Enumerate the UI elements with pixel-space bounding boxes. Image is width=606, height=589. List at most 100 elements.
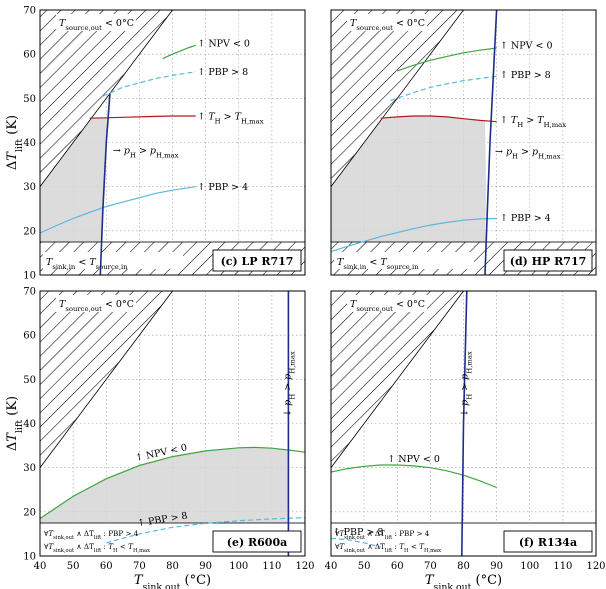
series-line-2 [390,75,497,102]
series-line-1 [162,44,196,60]
panel-label: (e) R600a [227,536,287,549]
series-line-4 [330,217,497,253]
x-tick-label: 90 [199,561,212,572]
label-backdrop [43,252,183,269]
infeasible-label-top: Tsource,out < 0°C [350,299,425,313]
x-tick-label: 50 [358,561,371,572]
annotation-npv: ↑ NPV < 0 [387,454,440,465]
legend-label-2: ∀Tsink,out ∧ ΔTlift : TH < TH,max [44,542,150,554]
panel-label: (f) R134a [519,536,577,549]
series-line-1 [330,464,497,489]
annotation-npv: ↑ NPV < 0 [500,40,553,51]
label-backdrop [334,252,474,269]
annotation-pbp8: ↑ PBP > 8 [197,67,248,78]
label-backdrop [56,295,136,312]
y-tick-label: 30 [23,463,36,474]
annotation-th: ↑ TH > TH,max [500,115,566,129]
y-tick-label: 30 [23,182,36,193]
x-tick-label: 50 [67,561,80,572]
x-tick-label: 120 [586,561,605,572]
y-tick-label: 70 [23,6,36,17]
x-tick-label: 60 [391,561,404,572]
series-line-3 [461,290,468,557]
panel-4: (f) R134a 40 50 60 70 80 90 100 110 120 [325,290,606,572]
x-axis-label-left: Tsink,out (°C) [134,573,211,589]
series-line-2 [106,517,306,544]
annotation-pbp4: ↑ PBP > 4 [500,213,551,224]
infeasible-label-top: Tsource,out < 0°C [59,18,134,32]
y-tick-label: 20 [23,226,36,237]
label-backdrop [56,14,136,31]
x-tick-label: 120 [295,561,314,572]
panel-label-box [212,249,302,272]
series-line-3 [380,115,497,123]
series-line-1 [39,446,306,519]
x-tick-label: 90 [490,561,503,572]
x-tick-label: 70 [133,561,146,572]
annotation-ph: ↓ pH > pH,max [459,351,473,417]
x-axis-label-right: Tsink,out (°C) [425,573,502,589]
annotation-th: ↑ TH > TH,max [197,112,263,126]
x-tick-label: 100 [520,561,539,572]
panel-label-box [212,530,302,553]
y-tick-label: 10 [23,552,36,563]
series-line-4 [39,186,196,234]
x-tick-label: 80 [166,561,179,572]
series-line-1 [397,47,497,72]
x-tick-label: 80 [457,561,470,572]
x-tick-label: 110 [553,561,572,572]
axes-frame [330,290,597,557]
x-tick-label: 40 [34,561,47,572]
y-tick-label: 60 [23,331,36,342]
y-tick-label: 20 [23,507,36,518]
series-line-2 [102,71,196,97]
x-tick-label: 40 [325,561,338,572]
feasible-region [331,116,487,275]
x-tick-label: 110 [262,561,281,572]
y-tick-label: 60 [23,50,36,61]
annotation-ph: → pH > pH,max [495,146,561,160]
panel-label-box [503,530,593,553]
annotation-pbp8: ↑ PBP > 8 [500,70,551,81]
x-tick-label: 70 [424,561,437,572]
infeasible-label-top: Tsource,out < 0°C [59,299,134,313]
annotation-ph: ↓ pH > pH,max [282,351,296,417]
feasible-region [40,117,107,276]
y-tick-label: 50 [23,94,36,105]
axes-frame [39,290,306,557]
series-line-5 [484,9,498,276]
series-line-5 [99,93,111,276]
label-backdrop [347,14,427,31]
panel-3: (e) R600a 10 20 30 40 50 60 70 40 50 60 70 80 90 100 11… [23,287,314,573]
annotation-npv: ↑ NPV < 0 [197,39,250,50]
y-tick-label: 70 [23,287,36,298]
legend-label-1: ∀Tsink,out ∧ ΔTlift : PBP > 4 [44,529,139,541]
legend-label-2: ∀Tsink,out ∧ ΔTlift : TH < TH,max [335,542,441,554]
infeasible-label-bottom: Tsink,in < Tsource,in [337,257,419,271]
legend-label-1: ∀Tsink,out ∧ ΔTlift : PBP > 4 [335,529,430,541]
panel-label-box [503,249,593,272]
y-tick-label: 40 [23,419,36,430]
axes-frame [39,9,306,276]
y-tick-label: 50 [23,375,36,386]
panel-1: (c) LP R717 10 20 30 40 50 60 70 [23,6,306,282]
infeasible-label-bottom: Tsink,in < Tsource,in [46,257,128,271]
y-axis-label-top: ΔTlift (K) [5,115,25,170]
y-axis-label-bottom: ΔTlift (K) [5,396,25,451]
x-tick-label: 100 [229,561,248,572]
annotation-pbp4: ↑ PBP > 4 [197,182,248,193]
infeasible-label-top: Tsource,out < 0°C [350,18,425,32]
x-tick-label: 60 [100,561,113,572]
annotation-pbp8: ↑ PBP > 8 [333,527,384,538]
y-tick-label: 10 [23,271,36,282]
panel-label: (d) HP R717 [510,255,587,268]
y-tick-label: 40 [23,138,36,149]
axes-frame [330,9,597,276]
annotation-ph: → pH > pH,max [113,146,179,160]
label-backdrop [347,295,427,312]
series-line-2 [330,537,381,548]
panel-2: (d) HP R717 [330,9,597,276]
panel-label: (c) LP R717 [221,255,294,268]
series-line-3 [89,115,196,119]
